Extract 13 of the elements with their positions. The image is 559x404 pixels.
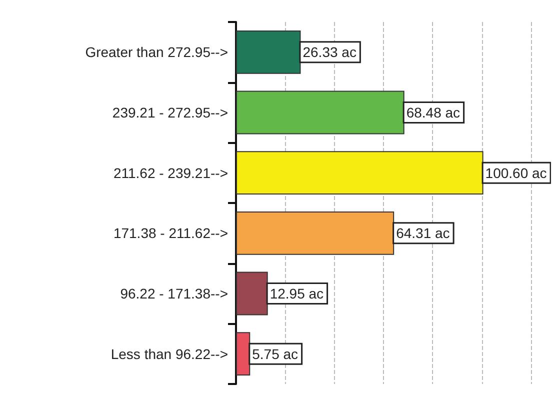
y-tick-label: 171.38 - 211.62--> — [113, 225, 228, 242]
y-tick-label: 211.62 - 239.21--> — [113, 164, 228, 181]
y-tick-label: Greater than 272.95--> — [85, 44, 228, 60]
data-label: 26.33 ac — [302, 44, 356, 60]
data-label: 12.95 ac — [270, 286, 324, 302]
data-label: 68.48 ac — [406, 104, 460, 120]
data-label: 5.75 ac — [252, 346, 298, 362]
bar — [236, 332, 250, 376]
y-tick-label: 96.22 - 171.38--> — [120, 286, 228, 302]
y-tick-label: 239.21 - 272.95--> — [112, 104, 228, 120]
data-label: 100.60 ac — [485, 164, 547, 181]
y-tick-label: Less than 96.22--> — [110, 346, 228, 362]
data-label: 64.31 ac — [396, 225, 450, 242]
